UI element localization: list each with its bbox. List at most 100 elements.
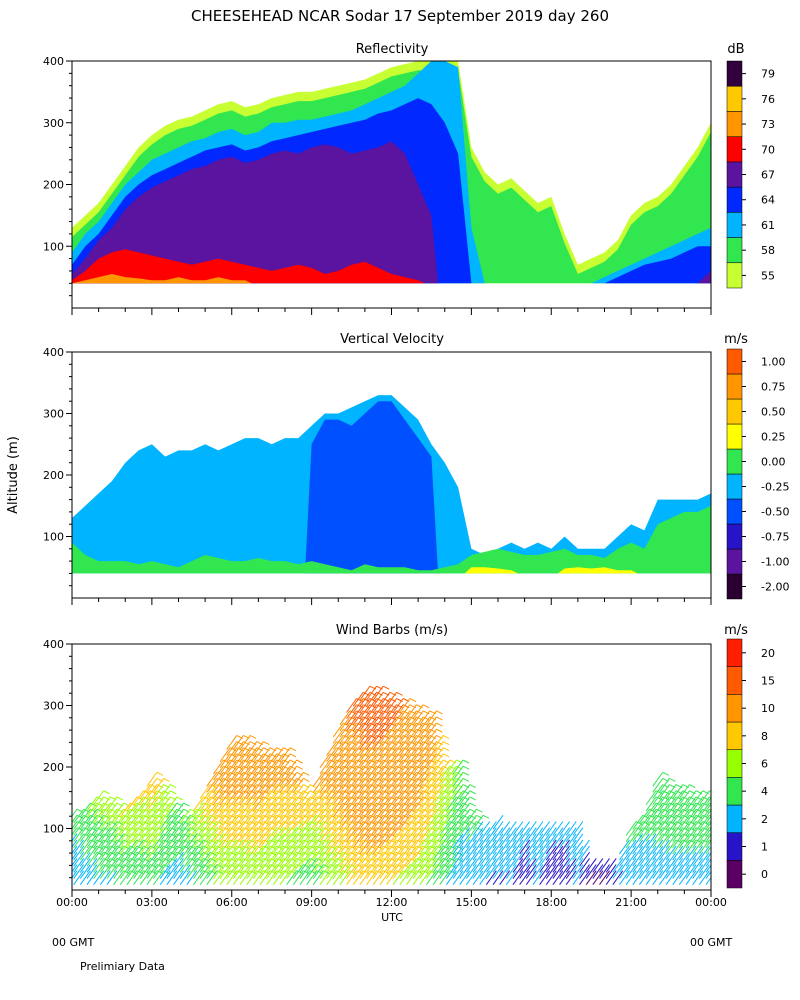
wind-barb bbox=[179, 833, 191, 849]
wind-barb bbox=[346, 851, 357, 867]
wind-barb bbox=[73, 845, 85, 861]
wind-barb bbox=[426, 833, 437, 849]
x-tick-label: 21:00 bbox=[615, 896, 647, 909]
wind-barb bbox=[439, 802, 451, 818]
wind-barb bbox=[412, 808, 424, 824]
wind-barb-flag bbox=[156, 771, 164, 776]
wind-barb bbox=[346, 802, 357, 818]
wind-barb bbox=[86, 864, 98, 879]
wind-barb bbox=[246, 815, 258, 830]
wind-barb bbox=[146, 870, 158, 885]
wind-barb bbox=[678, 808, 690, 824]
wind-barb bbox=[392, 839, 404, 855]
wind-barb bbox=[346, 722, 357, 738]
wind-barb bbox=[366, 772, 377, 787]
wind-barb bbox=[332, 851, 344, 867]
wind-barb bbox=[219, 778, 231, 793]
wind-barb-flag bbox=[382, 685, 390, 690]
wind-barb bbox=[346, 735, 357, 750]
wind-barb bbox=[346, 753, 357, 769]
wind-barb bbox=[392, 772, 404, 787]
wind-barb bbox=[246, 821, 258, 836]
wind-barb bbox=[406, 845, 417, 861]
wind-barb-flag bbox=[716, 840, 722, 843]
wind-barb bbox=[639, 827, 650, 842]
wind-barb bbox=[133, 821, 144, 836]
wind-barb bbox=[266, 864, 278, 879]
wind-barb bbox=[266, 753, 278, 769]
wind-barb bbox=[246, 790, 258, 806]
colorbar-swatch bbox=[726, 373, 743, 400]
wind-barb bbox=[658, 815, 670, 830]
wind-barb-flag bbox=[436, 722, 443, 727]
x-tick-label: 12:00 bbox=[376, 896, 408, 909]
wind-barb bbox=[239, 796, 251, 812]
wind-barb bbox=[412, 833, 424, 849]
wind-barb bbox=[366, 710, 377, 726]
wind-barb-flag bbox=[442, 753, 450, 758]
wind-barb bbox=[99, 821, 111, 836]
wind-barb bbox=[99, 851, 111, 867]
wind-barb bbox=[272, 808, 284, 824]
wind-barb bbox=[658, 864, 670, 879]
wind-barb bbox=[512, 864, 524, 879]
wind-barb bbox=[79, 845, 91, 861]
wind-barb bbox=[479, 821, 491, 836]
wind-barb bbox=[126, 802, 138, 818]
wind-barb bbox=[519, 827, 531, 842]
wind-barb-flag bbox=[163, 778, 170, 782]
wind-barb bbox=[72, 833, 78, 842]
wind-barb bbox=[113, 864, 125, 879]
wind-barb bbox=[266, 759, 278, 775]
wind-barb bbox=[379, 778, 391, 793]
wind-barb bbox=[213, 765, 224, 781]
wind-barb bbox=[232, 741, 244, 756]
wind-barb bbox=[139, 870, 151, 885]
wind-barb bbox=[406, 870, 417, 885]
wind-barb bbox=[406, 753, 417, 769]
wind-barb bbox=[252, 808, 264, 824]
wind-barb bbox=[173, 821, 184, 836]
wind-barb bbox=[652, 778, 664, 793]
wind-barb bbox=[346, 864, 357, 879]
wind-barb bbox=[419, 808, 431, 824]
wind-barb bbox=[579, 864, 590, 879]
wind-barb bbox=[153, 815, 164, 830]
wind-barb bbox=[352, 716, 364, 732]
wind-barb-flag bbox=[442, 741, 450, 745]
wind-barb bbox=[639, 858, 650, 873]
wind-barb bbox=[279, 870, 291, 885]
wind-barb bbox=[412, 759, 424, 775]
wind-barb bbox=[426, 827, 437, 842]
wind-barb bbox=[459, 839, 471, 855]
wind-barb-flag bbox=[303, 778, 310, 782]
wind-barb bbox=[286, 839, 298, 855]
wind-barb bbox=[406, 858, 417, 873]
wind-barb bbox=[266, 845, 278, 861]
wind-barb bbox=[73, 808, 85, 824]
wind-barb bbox=[133, 815, 144, 830]
wind-barb bbox=[186, 839, 198, 855]
wind-barb bbox=[366, 778, 377, 793]
y-axis-label: Altitude (m) bbox=[6, 436, 21, 514]
wind-barb bbox=[292, 839, 304, 855]
wind-barb bbox=[126, 851, 138, 867]
wind-barb bbox=[439, 778, 451, 793]
wind-barb bbox=[372, 802, 384, 818]
wind-barb bbox=[705, 815, 711, 824]
wind-barb bbox=[213, 808, 224, 824]
wind-barb bbox=[485, 839, 497, 855]
wind-barb bbox=[133, 808, 144, 824]
wind-barb bbox=[372, 851, 384, 867]
wind-barb-flag bbox=[442, 747, 450, 752]
colorbar-swatch bbox=[726, 423, 743, 450]
wind-barb bbox=[459, 870, 471, 885]
wind-barb bbox=[326, 845, 338, 861]
wind-barb bbox=[552, 845, 564, 861]
wind-barb bbox=[545, 833, 557, 849]
wind-barb bbox=[525, 870, 537, 885]
wind-barb bbox=[459, 815, 471, 830]
wind-barb bbox=[399, 741, 411, 756]
wind-barb bbox=[72, 827, 78, 836]
reflectivity-67-band bbox=[72, 141, 711, 284]
